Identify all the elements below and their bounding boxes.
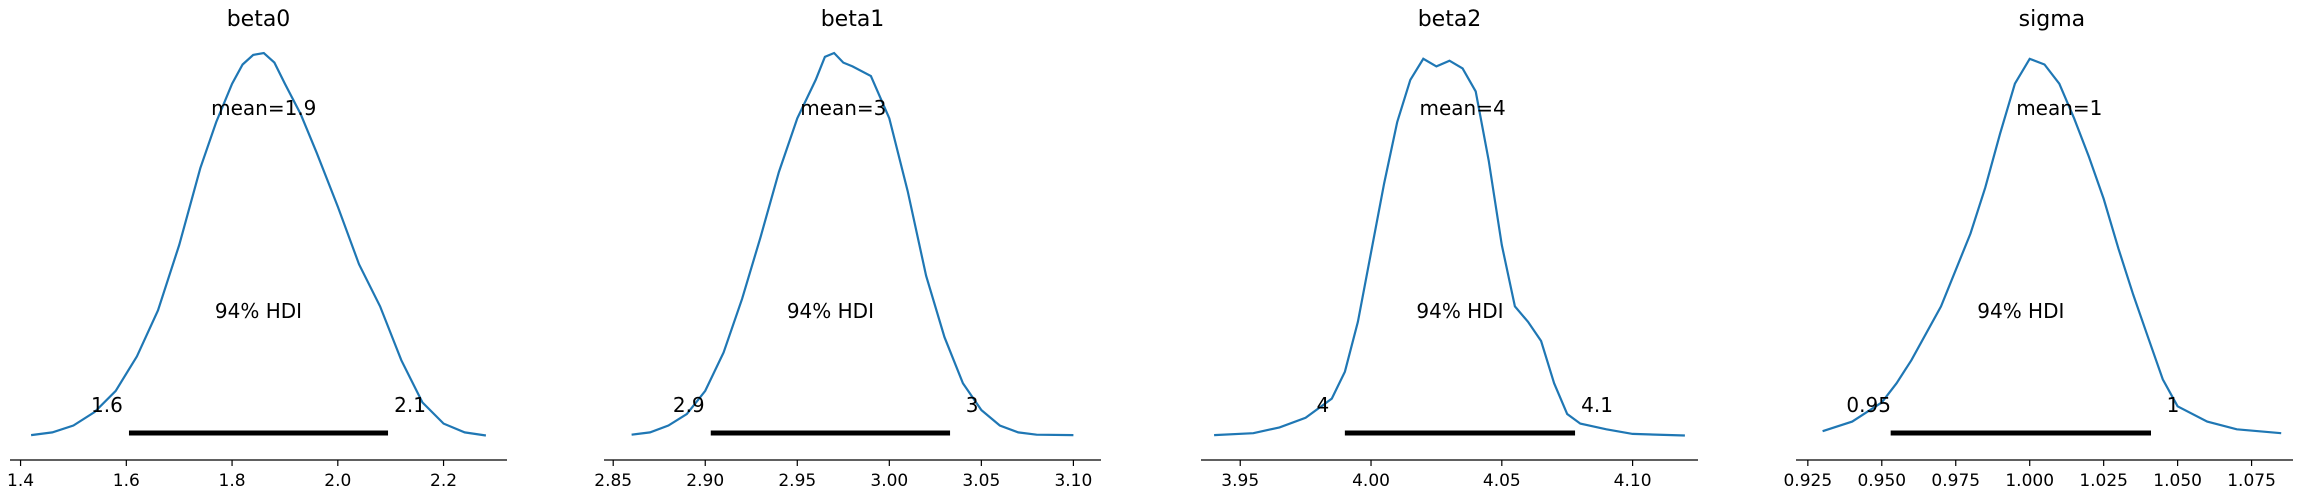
density-curve	[30, 51, 487, 437]
panel-sigma: sigma mean=1 94% HDI 0.95 1 0.925 0.950 0.975 1.…	[1783, 7, 2293, 491]
x-tick-label: 4.10	[1614, 471, 1652, 491]
x-tick-label: 1.8	[219, 471, 246, 491]
hdi-high-label: 4.1	[1581, 393, 1613, 417]
x-tick-label: 1.075	[2227, 471, 2276, 491]
hdi-high-label: 1	[2167, 393, 2180, 417]
x-tick-label: 1.050	[2153, 471, 2202, 491]
x-tick-label: 4.05	[1483, 471, 1521, 491]
x-tick-label: 0.950	[1857, 471, 1906, 491]
x-tick-label: 0.925	[1783, 471, 1832, 491]
x-tick-label: 2.95	[778, 471, 816, 491]
x-tick-label: 3.00	[870, 471, 908, 491]
hdi-low-label: 1.6	[91, 393, 123, 417]
x-tick-label: 4.00	[1352, 471, 1390, 491]
panel-beta1: beta1 mean=3 94% HDI 2.9 3 2.85 2.90 2.95 3.00 3.…	[594, 7, 1101, 491]
x-tick-label: 2.0	[324, 471, 351, 491]
hdi-high-label: 3	[966, 393, 979, 417]
x-tick-label: 1.000	[2005, 471, 2054, 491]
x-tick-label: 2.2	[430, 471, 457, 491]
panel-beta2: beta2 mean=4 94% HDI 4 4.1 3.95 4.00 4.05 4.10	[1201, 7, 1698, 491]
x-tick-label: 3.10	[1054, 471, 1092, 491]
density-curve	[1822, 57, 2282, 435]
panel-title: beta1	[821, 7, 885, 32]
hdi-high-label: 2.1	[394, 393, 426, 417]
x-tick-label: 1.6	[113, 471, 140, 491]
hdi-label: 94% HDI	[1977, 299, 2064, 323]
mean-label: mean=3	[800, 96, 886, 120]
x-tick-label: 0.975	[1931, 471, 1980, 491]
hdi-label: 94% HDI	[215, 299, 302, 323]
x-tick-label: 3.05	[962, 471, 1000, 491]
x-tick-label: 1.025	[2079, 471, 2128, 491]
hdi-low-label: 4	[1317, 393, 1330, 417]
panel-title: sigma	[2019, 7, 2085, 32]
panel-beta0: beta0 mean=1.9 94% HDI 1.6 2.1 1.4 1.6 1.8 2.0 2.…	[7, 7, 507, 491]
density-curve	[1214, 57, 1685, 437]
panel-title: beta0	[227, 7, 291, 32]
x-tick-label: 2.85	[594, 471, 632, 491]
x-tick-label: 2.90	[686, 471, 724, 491]
density-curve	[631, 51, 1074, 437]
x-tick-label: 3.95	[1221, 471, 1259, 491]
mean-label: mean=4	[1419, 96, 1505, 120]
hdi-low-label: 0.95	[1846, 393, 1891, 417]
x-tick-label: 1.4	[7, 471, 34, 491]
hdi-label: 94% HDI	[787, 299, 874, 323]
mean-label: mean=1.9	[211, 96, 316, 120]
hdi-low-label: 2.9	[673, 393, 705, 417]
mean-label: mean=1	[2016, 96, 2102, 120]
panel-title: beta2	[1418, 7, 1482, 32]
hdi-label: 94% HDI	[1416, 299, 1503, 323]
